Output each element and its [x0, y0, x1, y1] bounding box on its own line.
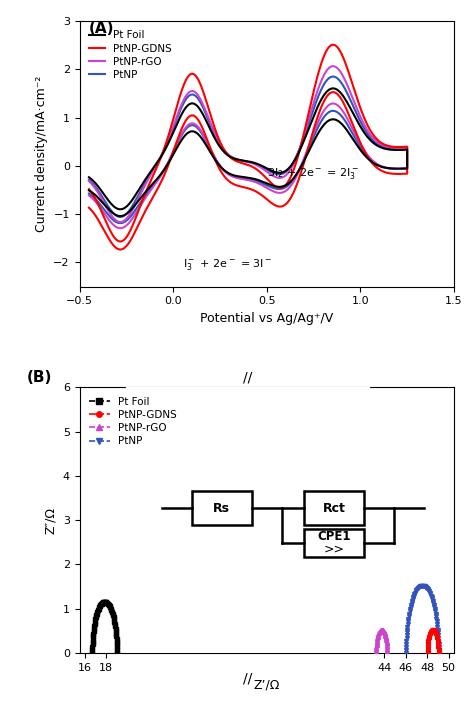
- PtNP-GDNS: [98, 206, 104, 214]
- PtNP: [374, 140, 380, 148]
- Pt Foil: [374, 141, 380, 150]
- PtNP-GDNS: [330, 41, 336, 49]
- PtNP-rGO: [330, 62, 336, 70]
- Pt Foil: [98, 186, 104, 194]
- PtNP: [284, 183, 289, 191]
- PtNP-GDNS: [86, 204, 92, 212]
- PtNP-rGO: [374, 138, 380, 146]
- PtNP: [397, 165, 402, 173]
- Pt Foil: [284, 180, 289, 189]
- Pt Foil: [200, 110, 205, 119]
- PtNP-GDNS: [127, 238, 132, 246]
- PtNP-GDNS: [397, 170, 402, 178]
- Text: >>: >>: [324, 543, 344, 556]
- Bar: [125, 343, 369, 675]
- PtNP-rGO: [86, 177, 92, 185]
- Y-axis label: Current density/mA·cm⁻²: Current density/mA·cm⁻²: [35, 76, 48, 232]
- PtNP: [86, 176, 92, 184]
- Pt Foil: [86, 186, 92, 194]
- PtNP-GDNS: [200, 86, 205, 95]
- Pt Foil: [397, 164, 402, 173]
- PtNP-rGO: [397, 165, 402, 173]
- PtNP-GDNS: [117, 245, 123, 253]
- Text: CPE1: CPE1: [317, 529, 351, 543]
- FancyBboxPatch shape: [304, 529, 364, 557]
- PtNP-GDNS: [86, 185, 92, 193]
- Text: //: //: [243, 671, 252, 685]
- Legend: Pt Foil, PtNP-GDNS, PtNP-rGO, PtNP: Pt Foil, PtNP-GDNS, PtNP-rGO, PtNP: [85, 392, 181, 450]
- PtNP: [200, 103, 205, 112]
- PtNP: [86, 190, 92, 198]
- Text: (A): (A): [89, 21, 114, 36]
- PtNP: [117, 219, 123, 227]
- Y-axis label: Z″/Ω: Z″/Ω: [44, 507, 57, 534]
- PtNP-rGO: [98, 193, 104, 201]
- X-axis label: Z’/Ω: Z’/Ω: [254, 678, 280, 691]
- Line: PtNP: PtNP: [89, 77, 407, 223]
- X-axis label: Potential vs Ag/Ag⁺/V: Potential vs Ag/Ag⁺/V: [200, 312, 333, 325]
- PtNP: [330, 72, 336, 81]
- Text: 3I$_2$ + 2e$^-$ = 2I$_3^-$: 3I$_2$ + 2e$^-$ = 2I$_3^-$: [267, 166, 359, 182]
- PtNP-rGO: [284, 186, 289, 194]
- Pt Foil: [127, 207, 132, 216]
- PtNP-rGO: [200, 100, 205, 108]
- PtNP-GDNS: [284, 199, 289, 208]
- PtNP: [98, 190, 104, 199]
- Line: Pt Foil: Pt Foil: [89, 88, 407, 216]
- PtNP: [127, 213, 132, 222]
- PtNP-rGO: [127, 218, 132, 227]
- Text: (B): (B): [27, 370, 52, 385]
- FancyBboxPatch shape: [192, 491, 252, 525]
- Line: PtNP-rGO: PtNP-rGO: [89, 66, 407, 228]
- Text: Rct: Rct: [323, 502, 345, 515]
- Legend: Pt Foil, PtNP-GDNS, PtNP-rGO, PtNP: Pt Foil, PtNP-GDNS, PtNP-rGO, PtNP: [85, 26, 176, 84]
- Pt Foil: [117, 212, 123, 220]
- PtNP-GDNS: [374, 135, 380, 144]
- FancyBboxPatch shape: [304, 491, 364, 525]
- PtNP-rGO: [86, 191, 92, 199]
- Text: I$_3^-$ + 2e$^-$ = 3I$^-$: I$_3^-$ + 2e$^-$ = 3I$^-$: [183, 257, 272, 272]
- Text: Rs: Rs: [213, 502, 230, 515]
- Line: PtNP-GDNS: PtNP-GDNS: [89, 45, 407, 249]
- Pt Foil: [330, 84, 336, 93]
- Pt Foil: [86, 173, 92, 181]
- Text: //: //: [243, 371, 252, 385]
- PtNP-rGO: [117, 224, 123, 232]
